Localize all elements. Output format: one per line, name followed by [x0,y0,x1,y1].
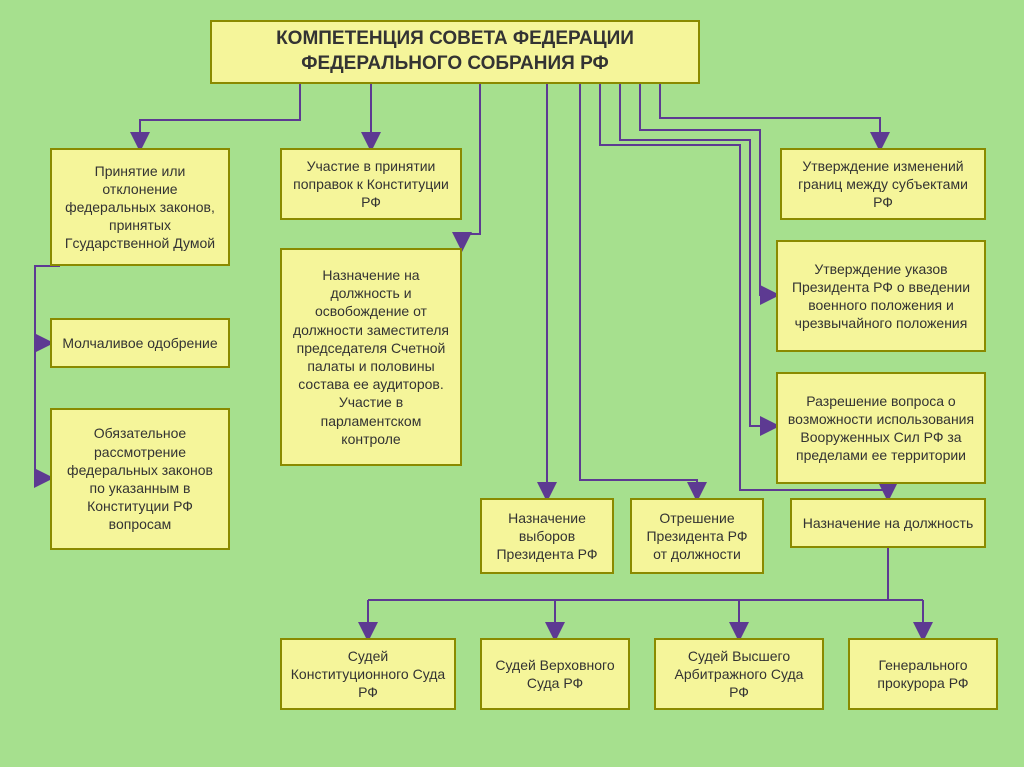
node-president-elections: Назначение выборов Президента РФ [480,498,614,574]
node-border-changes: Утверждение изменений границ между субъе… [780,148,986,220]
node-constitutional-court-judges: Судей Конституционного Суда РФ [280,638,456,710]
node-arbitration-court-judges: Судей Высшего Арбитражного Суда РФ [654,638,824,710]
node-prosecutor-general: Генерального прокурора РФ [848,638,998,710]
node-accounts-chamber: Назначение на должность и освобождение о… [280,248,462,466]
node-supreme-court-judges: Судей Верховного Суда РФ [480,638,630,710]
node-president-removal: Отрешение Президента РФ от должности [630,498,764,574]
diagram-title: КОМПЕТЕНЦИЯ СОВЕТА ФЕДЕРАЦИИ ФЕДЕРАЛЬНОГ… [210,20,700,84]
node-tacit-approval: Молчаливое одобрение [50,318,230,368]
node-armed-forces-abroad: Разрешение вопроса о возможности использ… [776,372,986,484]
node-appointment: Назначение на должность [790,498,986,548]
node-mandatory-review: Обязательное рассмотрение федеральных за… [50,408,230,550]
node-constitution-amendments: Участие в принятии поправок к Конституци… [280,148,462,220]
node-martial-law-decrees: Утверждение указов Президента РФ о введе… [776,240,986,352]
node-adopt-reject-laws: Принятие или отклонение федеральных зако… [50,148,230,266]
